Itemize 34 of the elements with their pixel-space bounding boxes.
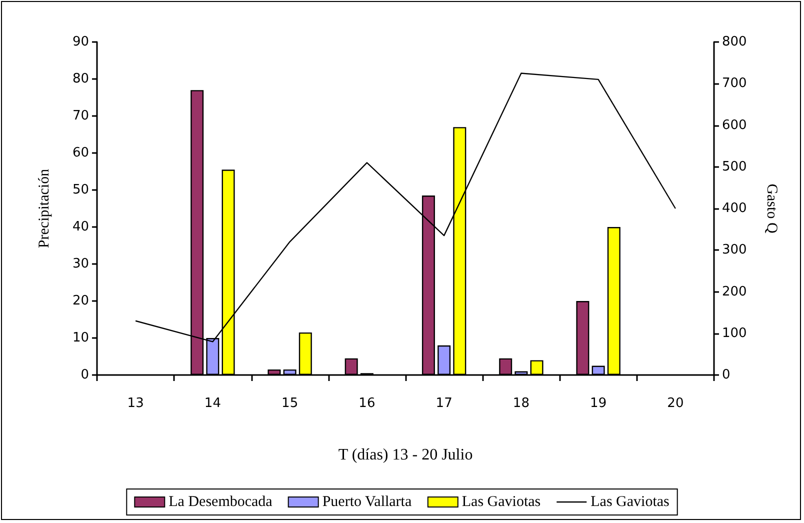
y2-tick-label: 500	[722, 159, 747, 174]
y2-tick-label: 700	[722, 76, 747, 92]
x-tick-label: 19	[590, 396, 607, 411]
y-tick-label: 60	[72, 146, 89, 160]
y-tick-label: 50	[72, 182, 89, 198]
y2-tick-label: 400	[722, 201, 747, 216]
y2-tick-label: 600	[722, 118, 747, 133]
y-axis-title: Precipitación	[36, 168, 52, 248]
legend-label: Las Gaviotas	[590, 494, 670, 510]
x-tick-label: 13	[127, 396, 144, 411]
y-tick-label: 20	[72, 294, 89, 308]
y-tick-label: 10	[72, 330, 89, 346]
y-tick-label: 80	[72, 72, 89, 86]
y2-tick-label: 0	[722, 368, 730, 382]
y-tick-label: 70	[72, 108, 89, 124]
y-tick-label: 0	[80, 368, 89, 382]
y-tick-label: 90	[72, 34, 89, 50]
legend-label: Puerto Vallarta	[322, 494, 412, 510]
x-tick-label: 16	[358, 396, 376, 411]
x-tick-label: 15	[282, 396, 298, 411]
legend-label: La Desembocada	[168, 494, 273, 510]
y2-tick-label: 800	[722, 34, 747, 50]
x-tick-label: 18	[512, 396, 530, 411]
y-tick-label: 30	[72, 256, 89, 272]
x-tick-label: 17	[436, 396, 452, 411]
x-tick-label: 20	[667, 396, 684, 411]
y2-tick-label: 200	[722, 284, 747, 300]
legend-label: Las Gaviotas	[462, 494, 541, 510]
x-tick-label: 14	[204, 396, 221, 411]
y-tick-label: 40	[72, 220, 89, 234]
x-axis-title: T (días) 13 - 20 Julio	[338, 446, 473, 464]
y2-tick-label: 300	[722, 242, 747, 258]
y2-axis-title: Gasto Q	[764, 184, 780, 234]
y2-tick-label: 100	[722, 326, 747, 341]
